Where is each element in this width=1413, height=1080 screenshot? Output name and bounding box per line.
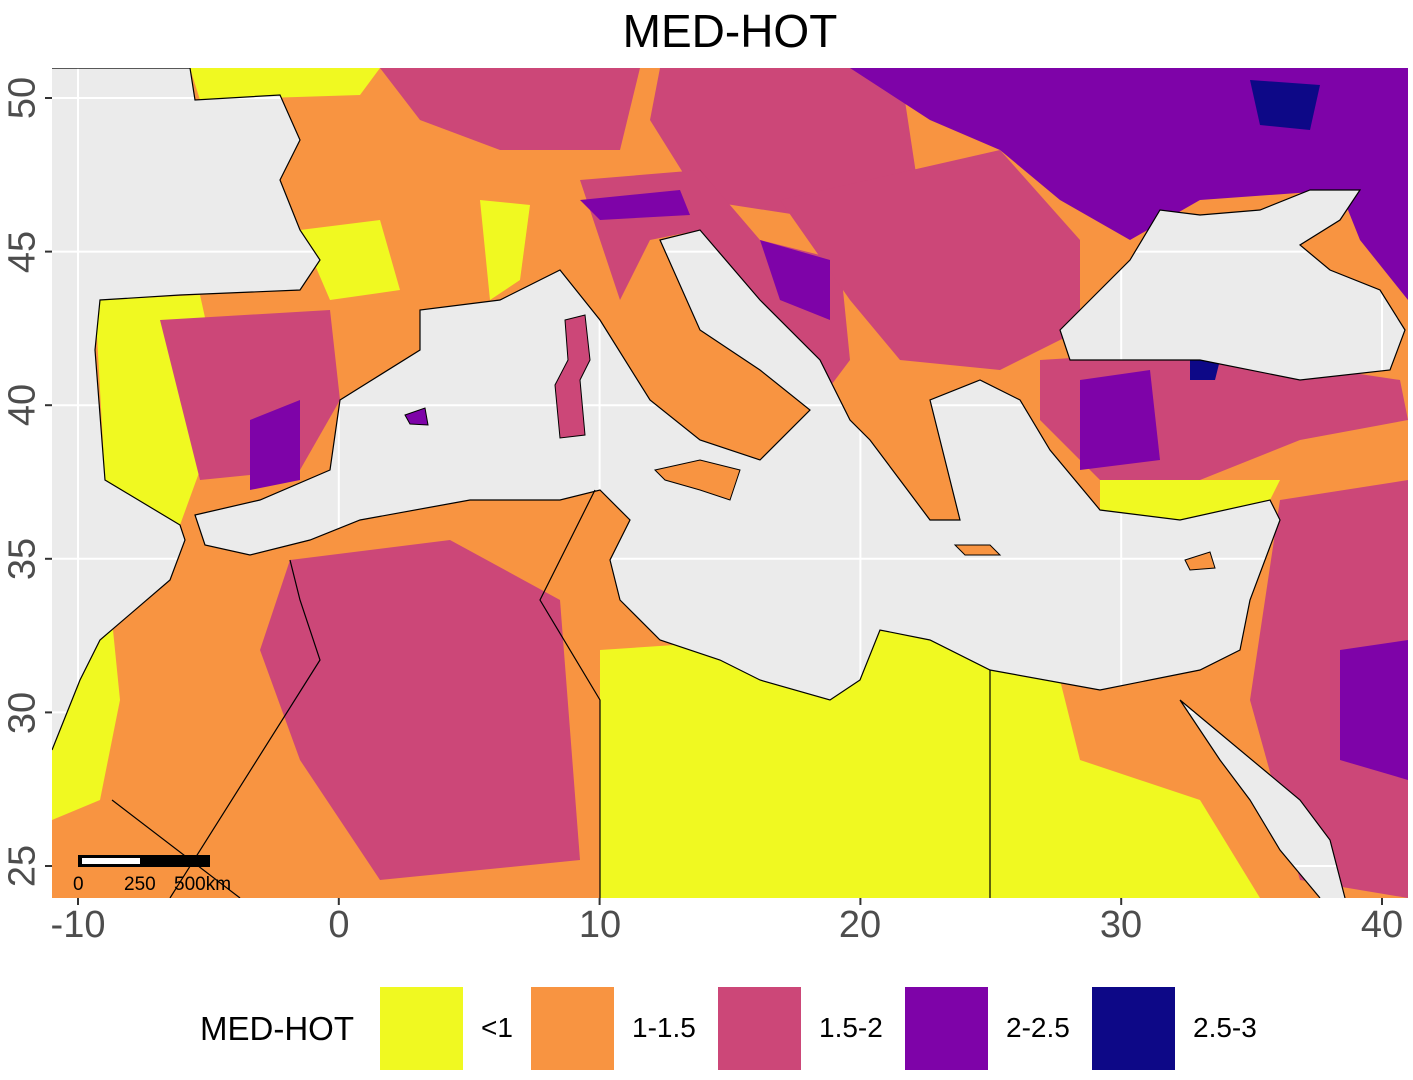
scale-bar [78,855,210,867]
x-tick-label: 10 [578,904,622,946]
zone-<1 [300,220,400,300]
legend-title: MED-HOT [200,1010,354,1047]
x-tick-label: 40 [1360,904,1404,946]
legend-label: <1 [481,1012,513,1043]
legend-key [380,987,463,1070]
map-title: MED-HOT [622,5,838,57]
zone-2-2.5 [1080,370,1160,470]
legend-key [905,987,988,1070]
zone-<1 [1100,480,1280,520]
islands [404,314,1216,571]
legend-label: 2.5-3 [1193,1012,1257,1043]
x-tick-label: 20 [838,904,882,946]
scale-label-0: 0 [73,874,84,895]
legend-key [1092,987,1175,1070]
scale-label-500km: 500km [174,874,232,895]
zone-<1 [52,68,380,100]
zone-1.5-2 [260,540,580,880]
legend-key [531,987,614,1070]
legend-key [718,987,801,1070]
zone-1.5-2 [780,150,1080,370]
x-tick-label: 0 [328,904,350,946]
x-tick-label: -10 [50,904,106,946]
y-tick-label: 35 [1,537,44,581]
scale-label-250: 250 [124,874,156,895]
zone-1.5-2 [580,170,850,400]
zone-2.5-3 [1190,360,1220,380]
zone-2-2.5 [250,400,300,490]
legend-label: 1.5-2 [819,1012,883,1043]
value-zones [52,68,1408,898]
zone-2-2.5 [1340,640,1408,780]
zone-<1 [600,630,1260,898]
coastlines [52,68,1406,898]
zone-1.5-2 [650,68,920,220]
zone-1.5-2 [380,68,640,150]
legend-label: 1-1.5 [632,1012,696,1043]
y-tick-label: 30 [1,691,44,735]
zone-2-2.5 [580,190,690,220]
y-tick-label: 25 [1,844,44,888]
y-tick-label: 45 [1,230,44,274]
legend-label: 2-2.5 [1006,1012,1070,1043]
y-tick-label: 50 [1,76,44,120]
zone-2-2.5 [760,240,830,320]
y-tick-label: 40 [1,383,44,427]
zone-<1 [480,200,530,300]
x-tick-label: 30 [1099,904,1143,946]
zone-2-2.5 [850,68,1408,300]
zone-2.5-3 [1250,80,1320,130]
